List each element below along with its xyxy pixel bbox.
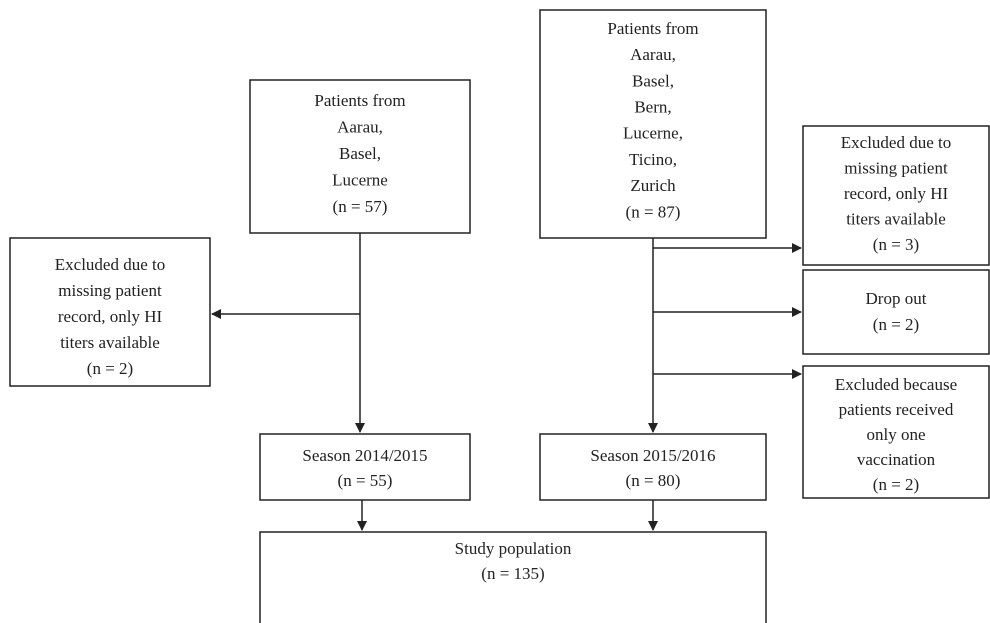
flow-box: Excluded due to missing patient record, on…	[802, 125, 990, 266]
box-text: (n = 87)	[626, 202, 681, 221]
box-text: (n = 57)	[333, 197, 388, 216]
flow-box: Excluded due to missing patient record, on…	[9, 237, 211, 387]
box-text: Patients from	[607, 19, 698, 38]
box-text: titers available	[846, 209, 946, 228]
box	[259, 531, 767, 623]
box-text: missing patient	[58, 281, 162, 300]
box	[9, 237, 211, 387]
box	[259, 433, 471, 501]
box-text: record, only HI	[58, 307, 163, 326]
box-text: vaccination	[857, 450, 936, 469]
flow-box: Excluded because patients received only on…	[802, 365, 990, 499]
arrows	[211, 233, 802, 531]
box-text: Season 2015/2016	[590, 446, 715, 465]
box-text: Lucerne	[332, 170, 388, 189]
box-text: missing patient	[844, 158, 948, 177]
box-text: Patients from	[314, 91, 405, 110]
box-text: (n = 2)	[873, 475, 919, 494]
box-text: Aarau,	[630, 45, 676, 64]
box	[802, 365, 990, 499]
flow-box: Study population (n = 135)	[259, 531, 767, 623]
box-text: (n = 2)	[87, 359, 133, 378]
flow-box: Season 2015/2016 (n = 80)	[539, 433, 767, 501]
box-text: Excluded due to	[55, 255, 165, 274]
box-text: patients received	[839, 400, 954, 419]
box	[802, 125, 990, 266]
box-text: Ticino,	[629, 150, 677, 169]
flow-box: Patients from Aarau, Basel, Bern, Lucerne, Ti…	[539, 9, 767, 239]
flow-box: Patients from Aarau, Basel, Lucerne (n = 57)	[249, 79, 471, 234]
box-text: record, only HI	[844, 184, 949, 203]
box	[539, 433, 767, 501]
box-text: Lucerne,	[623, 124, 683, 143]
box-text: (n = 55)	[338, 471, 393, 490]
box-text: Excluded due to	[841, 133, 951, 152]
box-text: (n = 2)	[873, 315, 919, 334]
box-text: only one	[866, 425, 925, 444]
box-text: Excluded because	[835, 375, 957, 394]
box-text: Study population	[455, 539, 572, 558]
box-text: Season 2014/2015	[302, 446, 427, 465]
box-text: Aarau,	[337, 117, 383, 136]
box	[249, 79, 471, 234]
box-text: Drop out	[866, 289, 927, 308]
box-text: Zurich	[630, 176, 676, 195]
flow-box: Drop out (n = 2)	[802, 269, 990, 355]
box-text: Bern,	[634, 98, 671, 117]
box-text: Basel,	[632, 71, 674, 90]
box-text: (n = 135)	[481, 564, 544, 583]
box-text: Basel,	[339, 144, 381, 163]
box-text: titers available	[60, 333, 160, 352]
box-text: (n = 80)	[626, 471, 681, 490]
flow-box: Season 2014/2015 (n = 55)	[259, 433, 471, 501]
box	[802, 269, 990, 355]
box-text: (n = 3)	[873, 235, 919, 254]
box	[539, 9, 767, 239]
